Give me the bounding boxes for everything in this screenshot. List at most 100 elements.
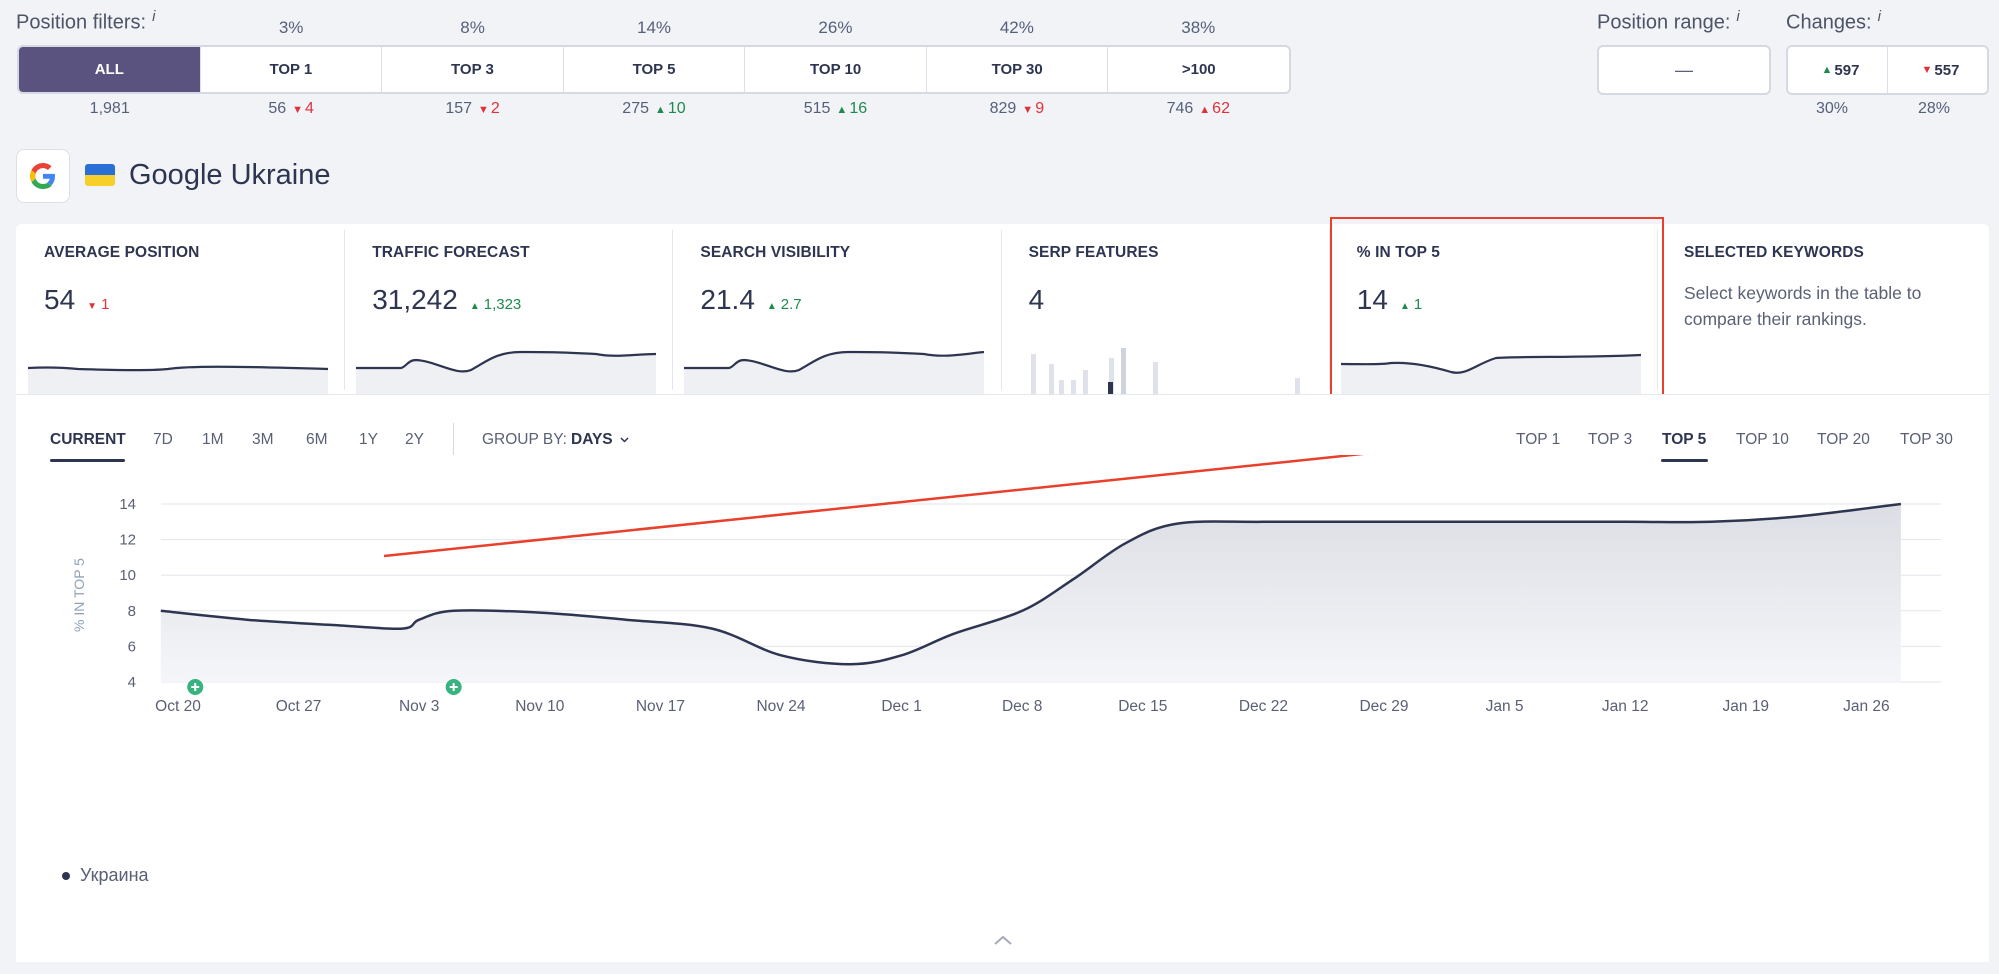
triangle-down-icon: ▼ <box>1022 104 1034 116</box>
info-icon[interactable]: i <box>152 8 156 25</box>
toolbar-divider <box>453 423 454 455</box>
card-delta: ▲ 1,323 <box>464 296 521 313</box>
y-tick-label: 8 <box>128 603 136 620</box>
tab-top-3[interactable]: TOP 3 <box>1588 431 1633 448</box>
tab-period-6m[interactable]: 6M <box>306 431 328 448</box>
tab-top-5[interactable]: TOP 5 <box>1662 431 1707 448</box>
delta-value: 10 <box>667 100 686 117</box>
changes-up-value: 597 <box>1834 61 1860 79</box>
card-divider <box>344 230 346 390</box>
position-filter-top-3-button[interactable]: TOP 3 <box>381 47 563 92</box>
card-title: SERP FEATURES <box>1028 244 1159 261</box>
x-tick-label: Dec 29 <box>1359 698 1408 715</box>
filter-count: 829 ▼ 9 <box>927 100 1107 118</box>
sparkline-area <box>684 352 985 394</box>
triangle-down-icon: ▼ <box>292 104 304 116</box>
position-filter-bar: ALL TOP 1 TOP 3 TOP 5 TOP 10 TOP 30 >100 <box>17 45 1291 94</box>
collapse-button[interactable] <box>988 929 1018 951</box>
card-divider <box>1000 230 1002 390</box>
sparkline <box>28 365 328 394</box>
delta-value: 1 <box>1413 296 1423 313</box>
card-title: % IN TOP 5 <box>1356 244 1440 261</box>
tab-period-1y[interactable]: 1Y <box>359 431 378 448</box>
serp-bar <box>1058 380 1064 394</box>
tab-top-20[interactable]: TOP 20 <box>1817 431 1870 448</box>
event-marker[interactable] <box>187 679 204 695</box>
x-tick-label: Nov 10 <box>515 698 564 715</box>
filter-percentage: 38% <box>1181 18 1216 37</box>
tab-top-10[interactable]: TOP 10 <box>1736 431 1789 448</box>
legend-label: Украина <box>80 865 149 885</box>
metric-card-serp-features[interactable]: SERP FEATURES 4 <box>1001 224 1329 394</box>
count-value: 1,981 <box>89 100 130 117</box>
position-range-title: Position range: i <box>1597 8 1740 34</box>
count-value: 746 <box>1166 100 1194 117</box>
metric-card-search-visibility[interactable]: SEARCH VISIBILITY 21.4 ▲ 2.7 <box>672 224 1000 394</box>
tab-period-3m[interactable]: 3M <box>252 431 274 448</box>
changes-down-button[interactable]: ▼ 557 <box>1887 47 1987 93</box>
tab-period-7d[interactable]: 7D <box>153 431 173 448</box>
changes-up-button[interactable]: ▲ 597 <box>1788 47 1887 93</box>
tab-period-2y[interactable]: 2Y <box>405 431 424 448</box>
chevron-up-icon <box>994 935 1012 945</box>
active-tab-underline <box>1661 459 1708 462</box>
card-value-number: 4 <box>1028 284 1045 315</box>
triangle-up-icon: ▲ <box>766 301 777 312</box>
tab-top-30[interactable]: TOP 30 <box>1900 431 1953 448</box>
card-value: 21.4 ▲ 2.7 <box>700 284 801 316</box>
metric-card-average-position[interactable]: AVERAGE POSITION 54 ▼ 1 <box>16 224 344 394</box>
filter-percentage: 42% <box>999 18 1034 37</box>
x-tick-label: Dec 22 <box>1239 698 1288 715</box>
position-filter-top-10-button[interactable]: TOP 10 <box>744 47 926 92</box>
metric-card-traffic-forecast[interactable]: TRAFFIC FORECAST 31,242 ▲ 1,323 <box>344 224 672 394</box>
sparkline <box>1030 348 1300 394</box>
card-title: SEARCH VISIBILITY <box>700 244 851 261</box>
delta-value: 62 <box>1212 100 1230 117</box>
tab-period-1m[interactable]: 1M <box>202 431 224 448</box>
filter-count: 157 ▼ 2 <box>383 100 563 118</box>
card-delta: ▲ 2.7 <box>761 296 802 313</box>
y-tick-label: 10 <box>119 567 136 584</box>
y-tick-label: 12 <box>119 532 136 549</box>
sparkline-line <box>1340 353 1641 374</box>
y-tick-label: 6 <box>128 638 136 655</box>
card-divider <box>672 230 674 390</box>
position-range-input[interactable]: — <box>1597 45 1771 95</box>
chart-legend[interactable]: Украина <box>62 865 149 886</box>
serp-bar <box>1070 380 1076 394</box>
filter-count: 56 ▼ 4 <box>201 100 381 118</box>
triangle-up-icon: ▲ <box>1821 64 1833 76</box>
card-value-number: 21.4 <box>700 284 755 315</box>
filter-count: 746 ▲ 62 <box>1108 100 1288 118</box>
card-value-number: 54 <box>44 284 76 315</box>
position-filter-all-button[interactable]: ALL <box>19 47 200 92</box>
position-filter-top-30-button[interactable]: TOP 30 <box>925 47 1108 92</box>
info-icon[interactable]: i <box>1877 8 1881 25</box>
plus-icon-glyph <box>191 683 200 691</box>
triangle-down-icon: ▼ <box>478 104 489 116</box>
tab-top-1[interactable]: TOP 1 <box>1516 431 1561 448</box>
x-tick-label: Dec 1 <box>881 698 922 715</box>
tab-period-current[interactable]: CURRENT <box>50 431 126 448</box>
position-range-value: — <box>1675 59 1693 80</box>
card-value: 31,242 ▲ 1,323 <box>372 284 521 316</box>
filter-percentage: 26% <box>818 18 853 37</box>
position-filter-100-button[interactable]: >100 <box>1107 47 1289 92</box>
serp-bar <box>1294 378 1300 394</box>
legend-dot <box>62 871 70 880</box>
event-marker[interactable] <box>445 679 462 695</box>
google-g-icon[interactable] <box>16 149 70 203</box>
active-tab-underline <box>50 459 125 462</box>
count-value: 56 <box>268 100 287 117</box>
metric-card-in-top-5[interactable]: % IN TOP 5 14 ▲ 1 <box>1329 224 1657 394</box>
annotation-arrow <box>383 455 1499 558</box>
position-filter-top-5-button[interactable]: TOP 5 <box>562 47 745 92</box>
triangle-down-icon: ▼ <box>87 301 98 312</box>
x-tick-label: Jan 12 <box>1602 698 1649 715</box>
position-filter-top-1-button[interactable]: TOP 1 <box>199 47 382 92</box>
sparkline-line <box>684 350 985 373</box>
group-by-dropdown[interactable]: DAYS <box>571 431 629 449</box>
count-value: 275 <box>622 100 649 117</box>
info-icon[interactable]: i <box>1736 8 1740 25</box>
delta-value: 1 <box>101 296 110 313</box>
